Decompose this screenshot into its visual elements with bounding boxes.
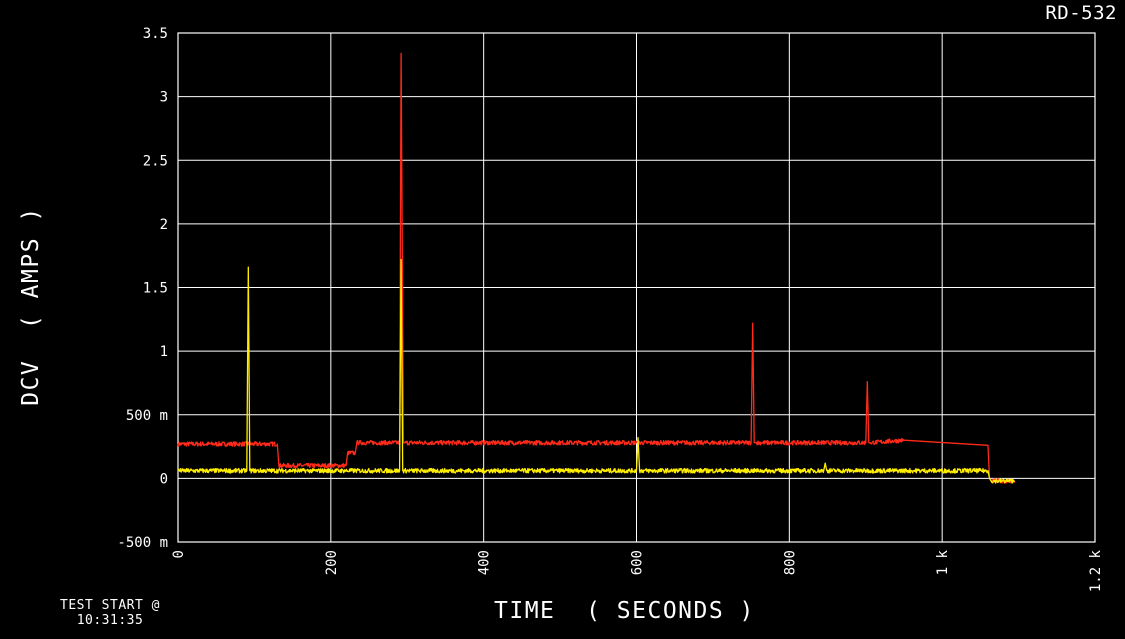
y-tick-label: 3.5 xyxy=(143,26,168,42)
y-axis-label: DCV ( AMPS ) xyxy=(18,206,44,406)
y-tick-label: 1.5 xyxy=(143,281,168,297)
x-tick-label: 200 xyxy=(324,550,340,575)
y-tick-label: 500 m xyxy=(126,408,168,424)
x-tick-label: 0 xyxy=(171,550,187,558)
y-tick-label: 1 xyxy=(160,344,168,360)
series-line-2 xyxy=(177,258,1016,484)
y-tick-label: 0 xyxy=(160,471,168,487)
x-tick-label: 800 xyxy=(782,550,798,575)
x-tick-label: 600 xyxy=(630,550,646,575)
test-start-note: TEST START @ 10:31:35 xyxy=(48,598,172,628)
y-tick-label: 2.5 xyxy=(143,153,168,169)
y-tick-label: -500 m xyxy=(117,535,168,551)
test-start-label: TEST START @ xyxy=(60,598,160,613)
y-tick-label: 3 xyxy=(160,90,168,106)
y-tick-labels: -500 m 0 500 m 1 1.5 2 2.5 3 3.5 xyxy=(117,26,168,551)
x-axis-label: TIME ( SECONDS ) xyxy=(494,598,755,624)
series-layer xyxy=(177,52,1016,484)
instrument-id: RD-532 xyxy=(1045,2,1117,24)
series-line-1 xyxy=(177,52,1016,484)
y-tick-label: 2 xyxy=(160,217,168,233)
x-tick-label: 1 k xyxy=(935,549,951,575)
x-tick-labels: 0 200 400 600 800 1 k 1.2 k xyxy=(171,549,1104,592)
x-tick-label: 1.2 k xyxy=(1088,549,1104,592)
test-start-time: 10:31:35 xyxy=(76,613,144,628)
x-tick-label: 400 xyxy=(477,550,493,575)
